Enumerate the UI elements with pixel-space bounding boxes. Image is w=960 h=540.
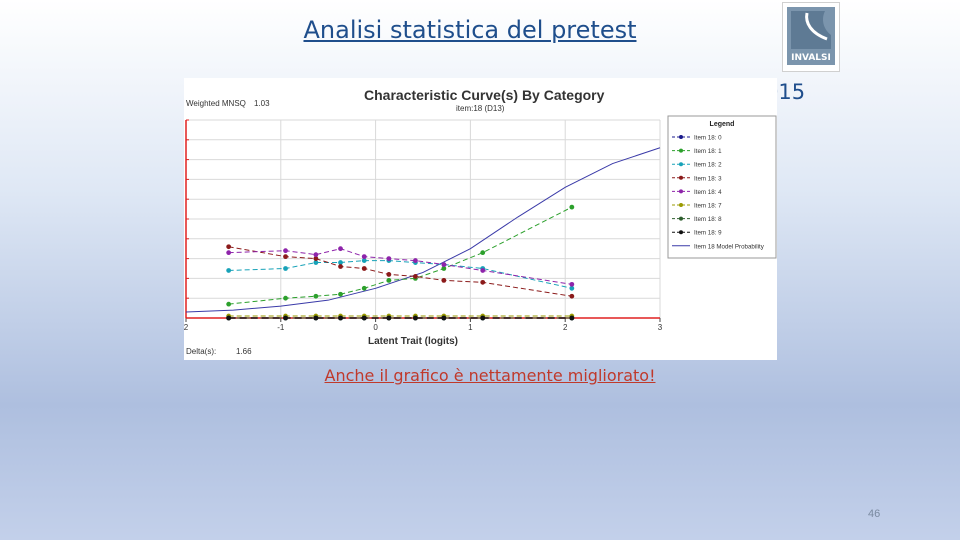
legend-entry-label: Item 18: 9: [694, 230, 722, 237]
data-point-series-3: [441, 277, 447, 283]
data-point-series-1: [338, 291, 343, 297]
page-number: 46: [868, 508, 881, 520]
legend-swatch-dot: [679, 189, 683, 194]
data-point-series-4: [361, 254, 367, 260]
legend-swatch-dot: [679, 148, 683, 153]
x-axis-label: Latent Trait (logits): [368, 336, 458, 347]
legend-swatch-dot: [679, 135, 683, 139]
legend-entry-label: Item 18: 7: [694, 203, 722, 210]
data-point-series-3: [226, 244, 232, 250]
legend-box: [667, 115, 777, 259]
data-point-series-1: [441, 266, 447, 271]
chart-legend: Legend Item 18: 0 Item 18: 1 Item 18: 2 Item…: [667, 115, 777, 259]
legend-swatch-dot: [679, 230, 683, 235]
series-line-2: [228, 260, 572, 289]
logo-text: INVALSI: [791, 53, 831, 63]
data-point-series-1: [226, 301, 232, 307]
data-point-series-4: [480, 268, 486, 273]
data-point-series-2: [569, 285, 575, 291]
weighted-mnsq-value: 1.03: [254, 99, 270, 108]
data-point-series-1: [480, 250, 486, 256]
data-point-series-7: [226, 315, 232, 321]
data-point-series-4: [441, 262, 447, 267]
x-tick-label: 2: [563, 323, 568, 332]
data-point-series-7: [413, 315, 418, 321]
data-point-series-1: [313, 293, 319, 299]
data-point-series-3: [313, 256, 319, 261]
data-point-series-7: [386, 315, 392, 321]
x-tick-label: -1: [277, 323, 285, 332]
legend-entry-label: Item 18: 8: [694, 216, 722, 223]
data-point-series-3: [480, 279, 486, 285]
data-point-series-4: [338, 246, 343, 252]
data-point-series-2: [338, 260, 343, 265]
legend-entry-label: Item 18: 4: [694, 189, 722, 196]
data-point-series-4: [569, 281, 575, 287]
data-point-series-7: [313, 315, 319, 321]
legend-swatch-dot: [679, 203, 683, 207]
data-point-series-3: [413, 274, 418, 279]
slide-subtitle: Anche il grafico è nettamente migliorato…: [324, 366, 656, 385]
data-point-series-3: [569, 293, 575, 299]
legend-swatch-dot: [679, 162, 683, 167]
data-point-series-1: [386, 277, 392, 283]
series-line-1: [228, 206, 573, 305]
data-point-series-4: [386, 256, 392, 261]
data-point-series-1: [283, 295, 288, 301]
x-tick-label: 3: [658, 323, 663, 332]
data-point-series-4: [283, 248, 288, 254]
chart-subtitle: item:18 (D13): [456, 104, 505, 113]
model-probability-curve: [185, 147, 661, 313]
legend-swatch-dot: [679, 216, 683, 221]
legend-entry-label: Item 18: 1: [694, 148, 722, 155]
legend-swatch-dot: [679, 175, 683, 180]
data-point-series-3: [361, 266, 367, 271]
data-point-series-3: [338, 264, 343, 269]
delta-value: 1.66: [236, 347, 252, 356]
legend-entry-label: Item 18 Model Probability: [694, 243, 765, 250]
data-point-series-2: [361, 258, 367, 263]
data-point-series-1: [361, 285, 367, 291]
data-point-series-7: [338, 315, 343, 321]
data-point-series-7: [480, 315, 486, 321]
data-point-series-4: [413, 258, 418, 263]
data-point-series-2: [226, 268, 232, 273]
slide-title: Analisi statistica del pretest: [303, 16, 637, 44]
data-point-series-7: [569, 315, 575, 321]
data-point-series-7: [361, 315, 367, 321]
series-line-4: [228, 248, 572, 285]
data-point-series-1: [569, 204, 575, 210]
series-line-3: [228, 246, 572, 297]
x-tick-label: 1: [468, 323, 473, 332]
data-point-series-7: [283, 315, 288, 321]
chart-panel: Weighted MNSQ 1.03 Characteristic Curve(…: [184, 78, 777, 360]
invalsi-logo: INVALSI: [782, 2, 840, 72]
plot-area: 2 -1 0 1 2 3: [184, 119, 663, 332]
data-point-series-2: [313, 260, 319, 265]
data-point-series-3: [386, 272, 392, 277]
data-point-series-7: [441, 315, 447, 321]
legend-title: Legend: [710, 121, 735, 128]
x-tick-label: 2: [184, 323, 189, 332]
characteristic-curve-chart: Weighted MNSQ 1.03 Characteristic Curve(…: [184, 87, 777, 356]
legend-entry-label: Item 18: 3: [694, 175, 722, 182]
x-tick-label: 0: [373, 323, 378, 332]
chart-title: Characteristic Curve(s) By Category: [364, 87, 605, 103]
invalsi-logo-mark-icon: [787, 7, 835, 53]
data-point-series-3: [283, 254, 288, 260]
data-point-series-4: [226, 250, 232, 256]
legend-entry-label: Item 18: 2: [694, 162, 722, 169]
weighted-mnsq-label: Weighted MNSQ: [186, 99, 246, 108]
data-point-series-2: [283, 266, 288, 271]
data-point-series-4: [313, 252, 319, 258]
delta-label: Delta(s):: [186, 347, 216, 356]
legend-entry-label: Item 18: 0: [694, 135, 722, 142]
